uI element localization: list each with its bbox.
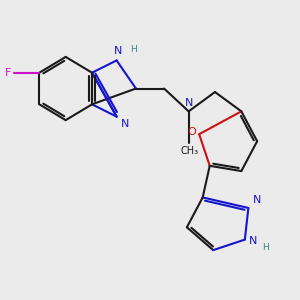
Text: H: H: [262, 243, 268, 252]
Text: H: H: [130, 45, 137, 54]
Text: F: F: [5, 68, 11, 78]
Text: N: N: [185, 98, 194, 108]
Text: CH₃: CH₃: [180, 146, 198, 157]
Text: N: N: [253, 195, 261, 205]
Text: N: N: [249, 236, 257, 246]
Text: N: N: [114, 46, 123, 56]
Text: N: N: [121, 119, 129, 129]
Text: O: O: [187, 128, 196, 137]
